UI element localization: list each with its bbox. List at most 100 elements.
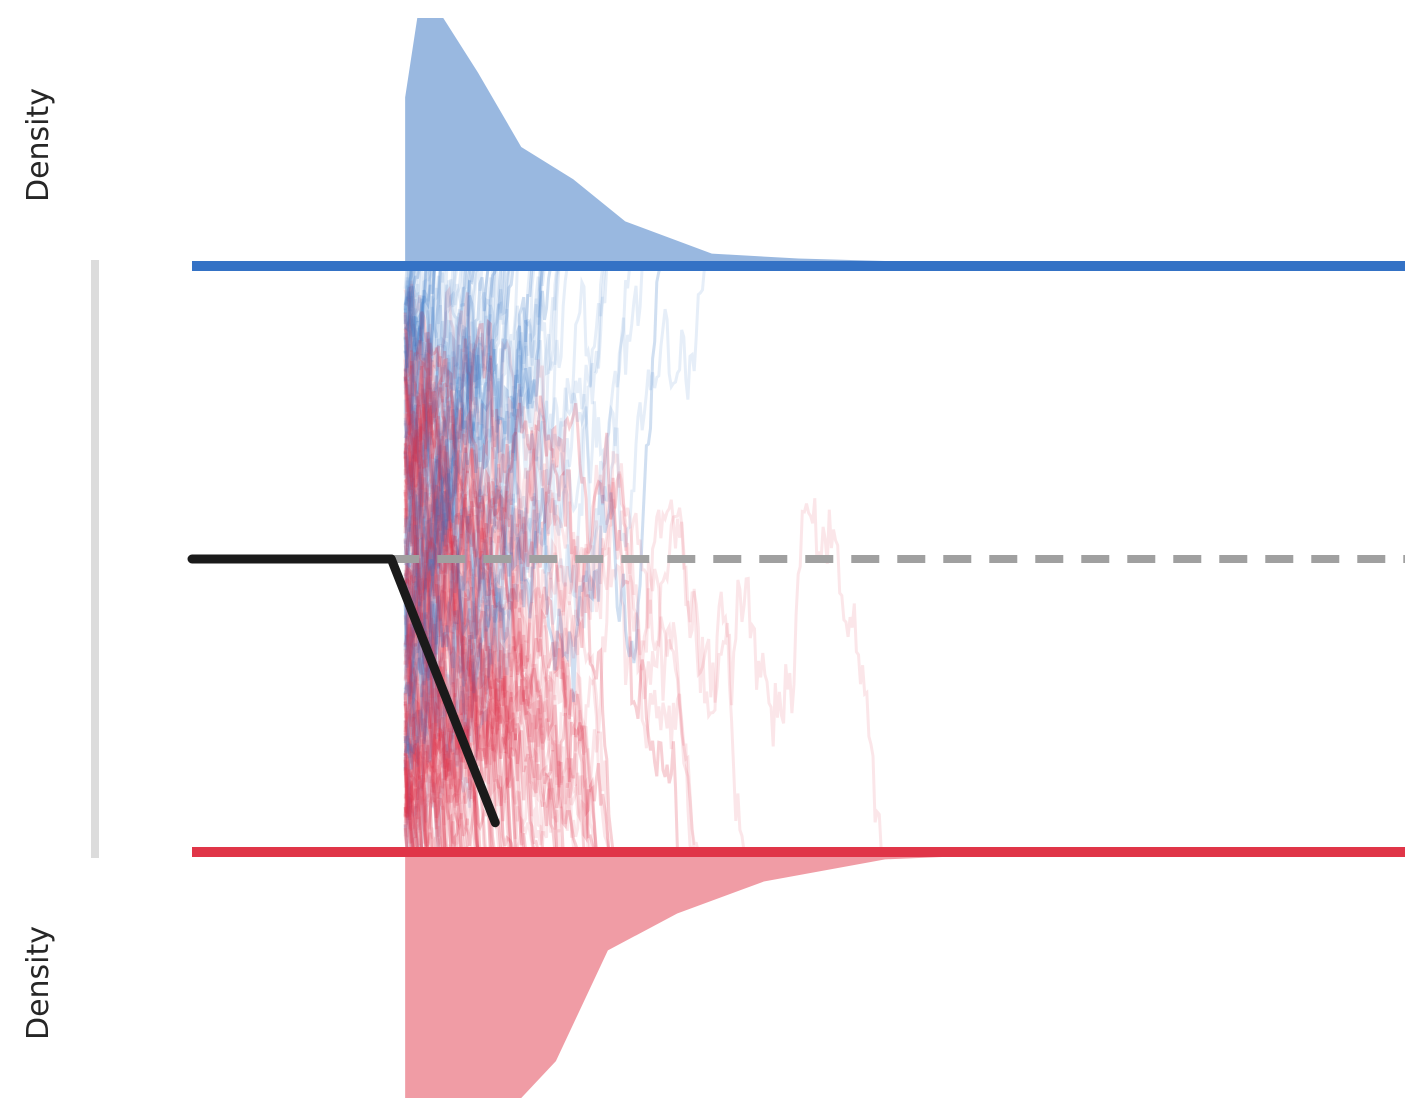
trajectory-line (404, 743, 424, 853)
trajectory-line (403, 342, 536, 853)
trajectory-line (403, 775, 415, 853)
trajectory-line (404, 286, 544, 853)
trajectory-line (403, 264, 546, 502)
trajectory-line (403, 388, 559, 853)
trajectory-line (403, 575, 457, 853)
trajectory-line (403, 367, 596, 853)
trajectory-line (403, 720, 417, 853)
trajectory-line (403, 265, 442, 507)
trajectory-line (403, 265, 455, 599)
trajectory-line (403, 674, 434, 853)
trajectory-line (403, 265, 422, 442)
trajectory-line (403, 265, 534, 697)
trajectory-line (403, 265, 436, 447)
trajectory-line (403, 656, 447, 853)
trajectory-line (403, 265, 472, 640)
trajectory-line (403, 575, 440, 853)
trajectory-line (403, 286, 586, 853)
trajectory-line (403, 342, 536, 853)
upper-density-area (405, 18, 1405, 266)
trajectory-line (403, 265, 430, 368)
trajectory-line (403, 265, 569, 534)
trajectory-line (404, 634, 432, 854)
trajectory-line (403, 265, 497, 543)
trajectory-line (403, 743, 422, 853)
trajectory-line (403, 692, 449, 853)
trajectory-line (403, 265, 411, 326)
trajectory-line (404, 652, 442, 853)
trajectory-line (403, 359, 580, 853)
trajectory-line (403, 264, 508, 759)
trajectory-line (403, 265, 663, 703)
trajectory-line (403, 808, 409, 853)
trajectory-line (404, 634, 432, 854)
trajectory-line (403, 328, 497, 853)
trajectory-line (403, 265, 463, 626)
trajectory-line (403, 375, 486, 853)
trajectory-line (403, 265, 459, 651)
trajectory-line (404, 265, 436, 361)
trajectory-line (403, 392, 598, 853)
trajectory-line (403, 408, 529, 854)
trajectory-line (403, 317, 524, 853)
trajectory-line (403, 755, 415, 853)
trajectory-line (403, 265, 438, 382)
trajectory-line (403, 633, 480, 853)
trajectory-line (403, 388, 559, 853)
trajectory-line (403, 615, 445, 853)
trajectory-line (403, 400, 513, 854)
trajectory-line (403, 695, 447, 853)
trajectory-line (403, 265, 515, 770)
trajectory-line (403, 265, 413, 308)
trajectory-line (403, 283, 494, 853)
trajectory-line (403, 359, 580, 853)
trajectory-line (404, 483, 474, 853)
trajectory-line (403, 367, 596, 853)
trajectory-line (403, 265, 605, 661)
trajectory-line (403, 265, 494, 432)
trajectory-line (403, 485, 611, 853)
trajectory-line (403, 768, 453, 853)
trajectory-line (403, 484, 480, 853)
trajectory-line (403, 265, 534, 697)
trajectory-line (403, 331, 565, 853)
trajectory-line (404, 779, 426, 853)
trajectory-line (404, 378, 480, 853)
trajectory-line (403, 265, 413, 308)
trajectory-line (403, 745, 438, 853)
trajectory-line (403, 265, 465, 449)
trajectory-line (403, 336, 696, 853)
trajectory-line (403, 265, 417, 381)
trajectory-line (403, 265, 544, 754)
trajectory-line (403, 265, 469, 701)
trajectory-line (403, 311, 679, 853)
trajectory-line (403, 265, 553, 607)
trajectory-line (403, 265, 451, 606)
trajectory-line (403, 265, 438, 439)
trajectory-line (403, 418, 598, 853)
trajectories-layer (403, 264, 883, 854)
trajectory-line (403, 264, 476, 524)
trajectory-line (404, 725, 449, 853)
trajectory-line (403, 265, 536, 829)
trajectory-line (403, 328, 497, 853)
trajectory-line (404, 265, 422, 333)
trajectory-line (403, 265, 511, 648)
trajectory-line (403, 265, 632, 612)
trajectory-line (403, 674, 434, 853)
trajectory-line (403, 575, 440, 853)
trajectory-line (403, 777, 417, 853)
trajectory-line (403, 311, 883, 853)
trajectory-line (403, 585, 448, 854)
lower-density-ylabel: Density (21, 926, 56, 1040)
trajectory-line (403, 743, 424, 853)
trajectory-line (403, 585, 448, 854)
trajectory-line (403, 743, 422, 853)
trajectory-line (403, 634, 503, 853)
trajectory-line (403, 760, 424, 853)
trajectory-line (403, 389, 507, 853)
trajectory-line (403, 265, 499, 755)
trajectory-line (404, 265, 484, 522)
trajectory-line (403, 265, 434, 439)
